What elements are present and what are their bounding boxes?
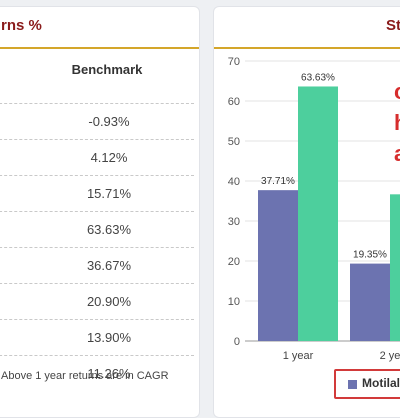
table-row: 13.90%: [0, 319, 194, 356]
data-label: 37.71%: [261, 176, 295, 187]
table-row: 63.63%: [0, 211, 194, 248]
overlay-text-line: h: [394, 110, 400, 136]
benchmark-value: 63.63%: [86, 222, 132, 237]
legend-swatch: [348, 380, 357, 389]
benchmark-value: 20.90%: [86, 294, 132, 309]
y-tick-label: 60: [228, 96, 240, 108]
y-tick-label: 40: [228, 176, 240, 188]
x-tick-label: 1 year: [283, 350, 314, 362]
y-tick-label: 30: [228, 216, 240, 228]
y-tick-label: 20: [228, 256, 240, 268]
table-row: -0.93%: [0, 103, 194, 140]
overlay-text-line: c: [394, 79, 400, 105]
returns-panel: rns % Benchmark -0.93% 4.12% 15.71% 63.6…: [0, 6, 200, 418]
chart-panel: St 0 10 20 30 40 50 60 70 37.71% 63.63% 1 year 19.3…: [213, 6, 400, 418]
y-tick-label: 0: [234, 336, 240, 348]
cagr-footnote: Above 1 year returns are in CAGR: [1, 370, 169, 382]
bar: [390, 194, 400, 341]
returns-panel-title: rns %: [1, 17, 42, 34]
y-tick-label: 70: [228, 56, 240, 68]
benchmark-value: 11.26%: [87, 366, 131, 381]
table-row: 20.90%: [0, 283, 194, 320]
y-tick-label: 50: [228, 136, 240, 148]
y-tick-label: 10: [228, 296, 240, 308]
benchmark-value: -0.93%: [88, 114, 130, 129]
benchmark-value: 13.90%: [86, 330, 132, 345]
data-label: 19.35%: [353, 250, 387, 261]
x-tick-label: 2 ye: [380, 350, 400, 362]
table-row: 4.12%: [0, 139, 194, 176]
chart-panel-title: St: [386, 17, 400, 34]
chart-legend[interactable]: Motilal: [334, 369, 400, 399]
overlay-text-line: a: [394, 141, 400, 167]
benchmark-column-header: Benchmark: [71, 62, 143, 77]
bar: [350, 263, 390, 341]
table-row: 11.26%: [0, 355, 194, 391]
legend-label: Motilal: [362, 376, 400, 390]
data-label: 63.63%: [301, 72, 335, 83]
bar: [258, 190, 298, 341]
table-row: 36.67%: [0, 247, 194, 284]
bar: [298, 86, 338, 341]
table-row: [0, 67, 194, 104]
benchmark-value: 15.71%: [86, 186, 132, 201]
table-row: 15.71%: [0, 175, 194, 212]
title-divider: [214, 47, 400, 49]
benchmark-value: 4.12%: [90, 150, 128, 165]
benchmark-value: 36.67%: [86, 258, 132, 273]
title-divider: [0, 47, 199, 49]
